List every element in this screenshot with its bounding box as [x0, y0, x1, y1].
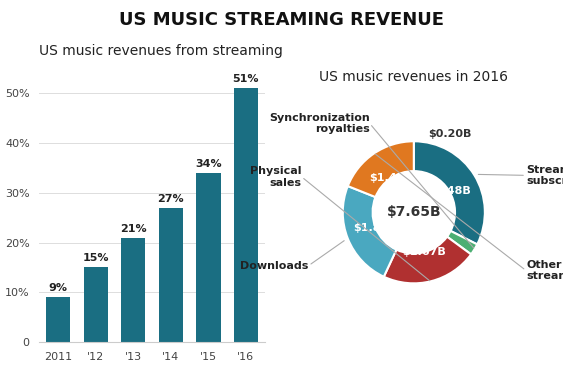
- Wedge shape: [414, 141, 485, 244]
- Title: US music revenues in 2016: US music revenues in 2016: [319, 70, 508, 84]
- Text: $2.48B: $2.48B: [427, 186, 471, 196]
- Bar: [196, 173, 221, 342]
- Wedge shape: [384, 237, 471, 283]
- Text: $1.45B: $1.45B: [369, 173, 413, 183]
- Text: 15%: 15%: [82, 253, 109, 263]
- Wedge shape: [447, 231, 477, 254]
- Text: Synchronization
royalties: Synchronization royalties: [269, 113, 370, 134]
- Wedge shape: [348, 141, 414, 197]
- Text: 51%: 51%: [233, 74, 259, 84]
- Text: Other
streaming: Other streaming: [526, 260, 563, 281]
- Bar: [234, 88, 258, 342]
- Text: 21%: 21%: [120, 223, 146, 234]
- Text: 34%: 34%: [195, 159, 222, 169]
- Wedge shape: [343, 186, 396, 277]
- Text: Physical
sales: Physical sales: [250, 166, 302, 188]
- Text: $1.67B: $1.67B: [402, 247, 446, 257]
- Text: Downloads: Downloads: [240, 261, 309, 271]
- Bar: [46, 297, 70, 342]
- Bar: [121, 238, 145, 342]
- Text: $7.65B: $7.65B: [386, 205, 441, 219]
- Text: $0.20B: $0.20B: [428, 129, 471, 139]
- Bar: [83, 268, 108, 342]
- Text: $1.84B: $1.84B: [354, 223, 397, 233]
- Bar: [159, 208, 183, 342]
- Text: 27%: 27%: [158, 194, 184, 204]
- Text: Streaming
subscriptions: Streaming subscriptions: [526, 165, 563, 186]
- Text: US MUSIC STREAMING REVENUE: US MUSIC STREAMING REVENUE: [119, 11, 444, 29]
- Text: 9%: 9%: [48, 283, 68, 293]
- Text: US music revenues from streaming: US music revenues from streaming: [39, 44, 283, 57]
